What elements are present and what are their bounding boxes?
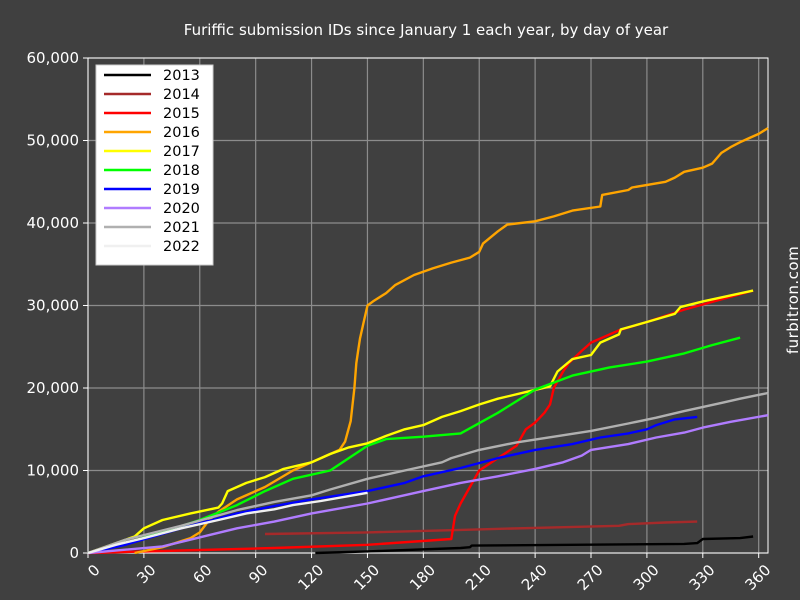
series-lines <box>87 127 769 555</box>
series-line-2019 <box>87 415 698 555</box>
series-line-2021 <box>87 391 769 555</box>
legend-label-2013: 2013 <box>163 68 200 84</box>
y-tick-label: 0 <box>69 544 79 562</box>
legend-label-2022: 2022 <box>163 239 200 255</box>
y-tick-label: 10,000 <box>27 462 80 480</box>
legend-label-2015: 2015 <box>163 106 200 122</box>
series-line-2016 <box>134 127 769 555</box>
legend-label-2018: 2018 <box>163 163 200 179</box>
watermark: furbitron.com <box>784 246 800 354</box>
series-line-2017 <box>87 289 754 555</box>
y-tick-label: 30,000 <box>27 297 80 315</box>
series-line-2020 <box>87 414 769 555</box>
y-tick-label: 60,000 <box>27 49 80 67</box>
y-tick-label: 50,000 <box>27 132 80 150</box>
legend-label-2014: 2014 <box>163 87 200 103</box>
series-line-2014 <box>264 520 698 536</box>
series-line-2013 <box>315 535 754 555</box>
y-tick-label: 20,000 <box>27 379 80 397</box>
series-line-2022 <box>87 491 368 555</box>
series-line-2018 <box>87 336 741 555</box>
legend-box <box>95 64 214 266</box>
plot-frame <box>87 57 769 554</box>
chart-title: Furiffic submission IDs since January 1 … <box>184 21 669 39</box>
legend-label-2017: 2017 <box>163 144 200 160</box>
legend: 2013 2014 2015 2016 2017 2018 2019 2020 2021 2022 <box>95 64 214 266</box>
y-axis: 0 10,000 20,000 30,000 40,000 50,000 60,000 <box>27 49 88 562</box>
series-line-2015 <box>87 289 754 555</box>
legend-label-2021: 2021 <box>163 220 200 236</box>
y-tick-label: 40,000 <box>27 214 80 232</box>
legend-label-2019: 2019 <box>163 182 200 198</box>
legend-label-2016: 2016 <box>163 125 200 141</box>
axes-frame <box>87 57 769 554</box>
legend-label-2020: 2020 <box>163 201 200 217</box>
